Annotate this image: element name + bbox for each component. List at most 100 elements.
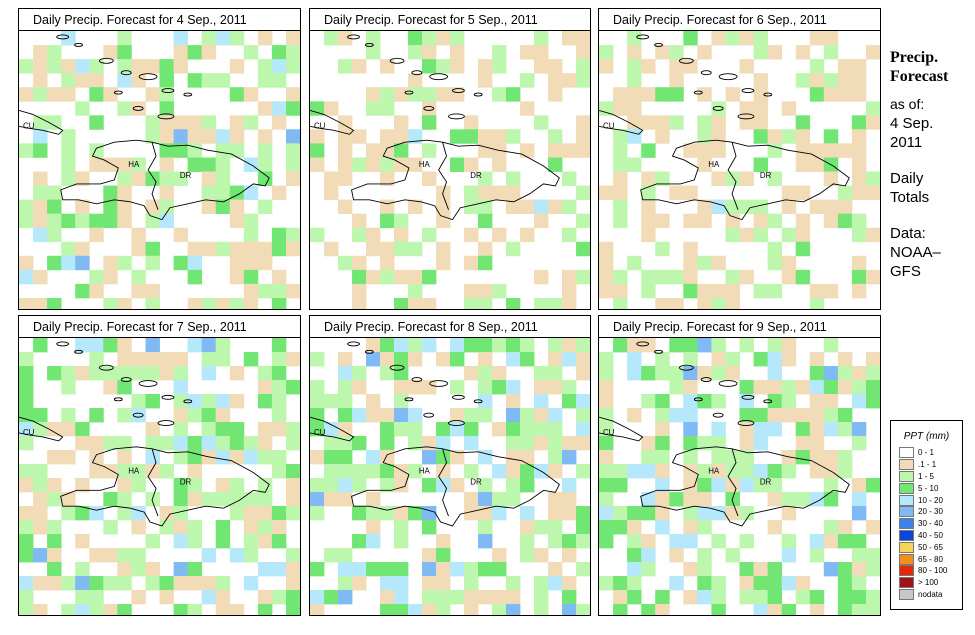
precip-cell	[159, 213, 174, 229]
precip-cell	[422, 269, 437, 285]
precip-cell	[271, 561, 287, 577]
legend-item: 80 - 100	[891, 565, 962, 577]
precip-cell	[865, 477, 880, 493]
precip-cell	[187, 449, 203, 465]
precip-cell	[655, 477, 670, 493]
island	[473, 399, 483, 404]
precip-cell	[851, 269, 867, 285]
precip-cell	[865, 171, 880, 186]
precip-cell	[173, 171, 189, 186]
precip-cell	[243, 492, 259, 507]
precip-cell	[576, 435, 590, 451]
island	[120, 70, 132, 76]
precip-cell	[655, 129, 670, 144]
precip-cell	[781, 101, 797, 116]
precip-cell	[464, 561, 479, 577]
precip-cell	[753, 380, 769, 395]
precip-cell	[103, 548, 118, 563]
precip-cell	[75, 171, 90, 186]
precip-cell	[641, 505, 656, 521]
region-label: HA	[708, 467, 720, 476]
legend-item: 10 - 20	[891, 494, 962, 506]
precip-cell	[47, 87, 62, 102]
precip-cell	[394, 87, 409, 102]
precip-cell	[310, 157, 325, 172]
precip-cell	[243, 87, 259, 102]
precip-cell	[310, 380, 325, 395]
precip-cell	[271, 393, 287, 409]
precip-cell	[394, 561, 409, 577]
precip-cell	[781, 185, 797, 201]
precip-cell	[627, 255, 642, 271]
precip-cell	[697, 199, 712, 215]
precip-cell	[520, 143, 535, 158]
precip-cell	[450, 157, 465, 172]
precip-cell	[61, 505, 76, 521]
precip-cell	[159, 435, 174, 451]
precip-cell	[394, 157, 409, 172]
precip-cell	[61, 87, 76, 102]
precip-cell	[613, 213, 628, 229]
precip-cell	[823, 520, 839, 535]
precip-cell	[464, 435, 479, 451]
precip-cell	[366, 533, 381, 549]
precip-cell	[576, 241, 590, 257]
precip-cell	[534, 45, 549, 60]
precip-cell	[823, 129, 839, 144]
precip-cell	[478, 589, 493, 605]
precip-cell	[669, 45, 684, 60]
precip-cell	[683, 520, 698, 535]
precip-cell	[394, 269, 409, 285]
precip-cell	[669, 380, 684, 395]
precip-cell	[739, 31, 754, 46]
precip-cell	[103, 45, 118, 60]
precip-cell	[739, 505, 754, 521]
precip-cell	[450, 380, 465, 395]
precip-cell	[697, 129, 712, 144]
precip-cell	[711, 115, 726, 130]
precip-cell	[61, 421, 76, 437]
precip-cell	[201, 576, 217, 591]
precip-cell	[795, 45, 811, 60]
precip-cell	[697, 477, 712, 493]
precip-cell	[683, 365, 698, 381]
precip-cell	[243, 505, 259, 521]
island	[423, 106, 435, 111]
precip-cell	[89, 352, 104, 367]
precip-cell	[352, 255, 367, 271]
precip-cell	[75, 589, 90, 605]
precip-cell	[809, 157, 825, 172]
precip-cell	[478, 393, 493, 409]
precip-cell	[366, 352, 381, 367]
precip-cell	[865, 380, 880, 395]
precip-cell	[229, 59, 245, 74]
precip-cell	[257, 380, 273, 395]
precip-cell	[380, 365, 395, 381]
precip-cell	[683, 352, 698, 367]
precip-cell	[683, 31, 698, 46]
precip-cell	[394, 533, 409, 549]
precip-cell	[89, 435, 104, 451]
precip-cell	[464, 297, 479, 309]
precip-cell	[627, 548, 642, 563]
precip-cell	[478, 408, 493, 423]
precip-cell	[837, 365, 853, 381]
precip-cell	[753, 213, 769, 229]
precip-cell	[229, 477, 245, 493]
precip-cell	[823, 449, 839, 465]
precip-cell	[187, 115, 203, 130]
precip-cell	[159, 185, 174, 201]
precip-cell	[352, 297, 367, 309]
precip-cell	[697, 255, 712, 271]
precip-cell	[117, 576, 132, 591]
precip-cell	[520, 227, 535, 243]
precip-cell	[131, 477, 146, 493]
precip-cell	[641, 561, 656, 577]
precip-map: CU HA DR	[19, 338, 300, 615]
precip-cell	[215, 421, 231, 437]
precip-cell	[201, 45, 217, 60]
precip-cell	[683, 421, 698, 437]
precip-grid	[19, 338, 300, 615]
precip-cell	[669, 87, 684, 102]
precip-cell	[739, 393, 754, 409]
